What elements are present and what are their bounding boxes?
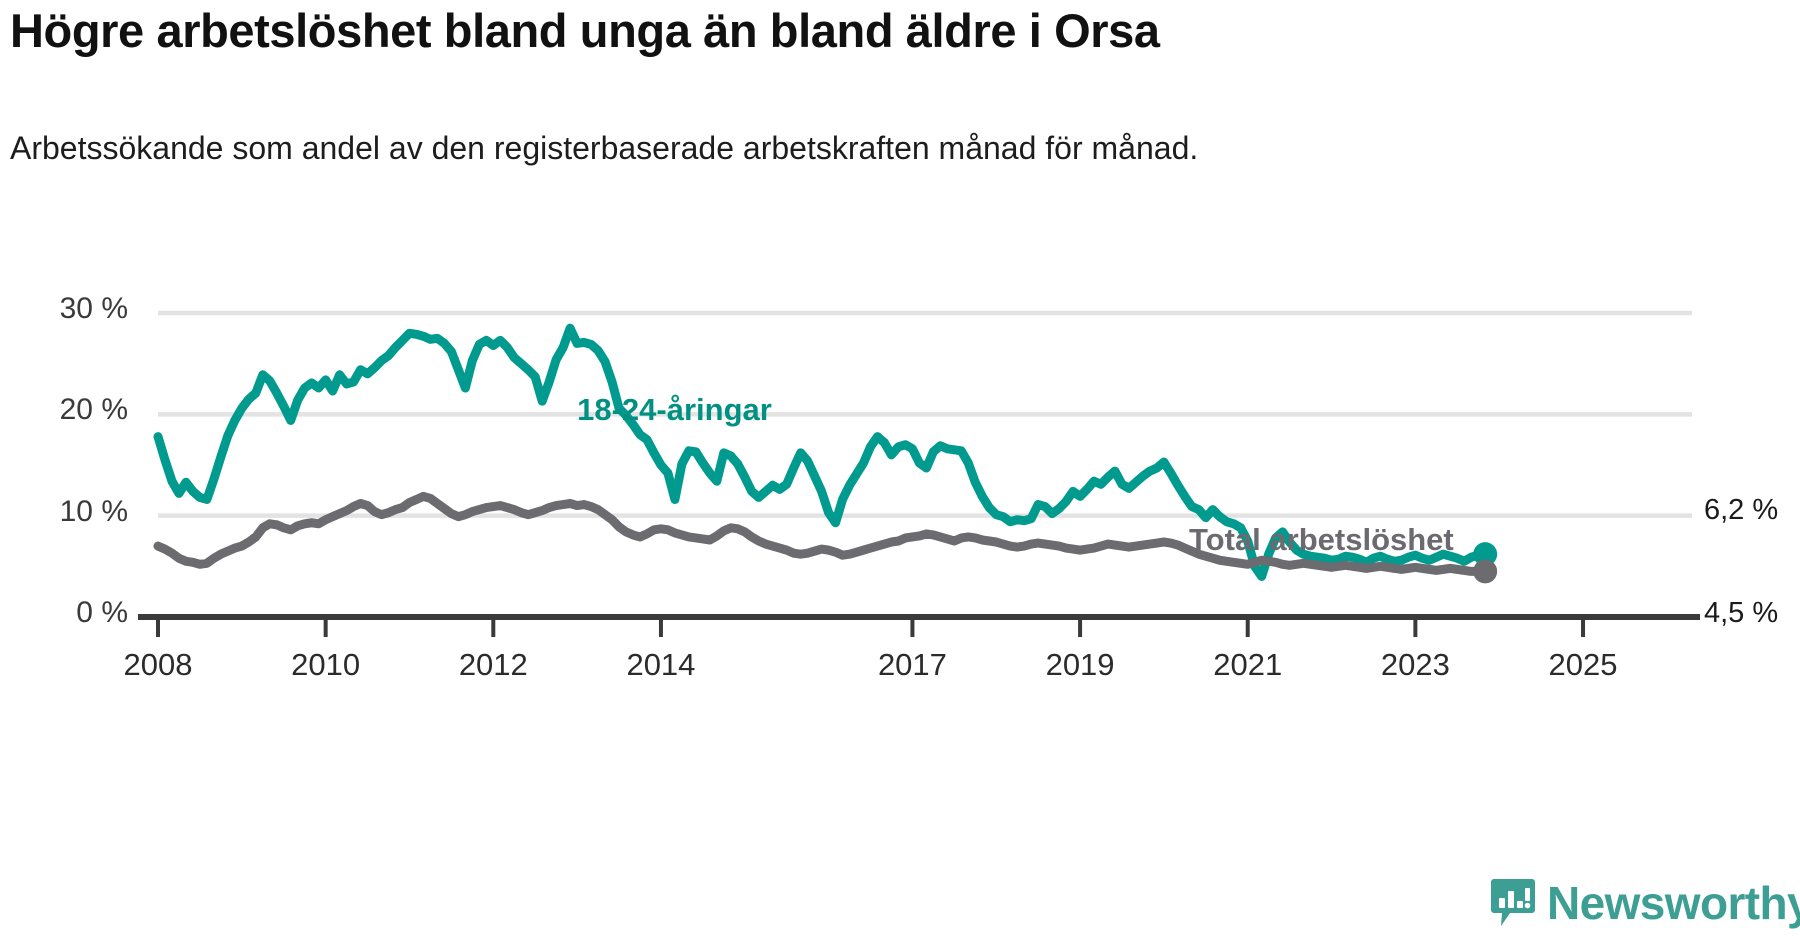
page-title: Högre arbetslöshet bland unga än bland ä… bbox=[10, 4, 1160, 57]
series-annotation-youth: 18-24-åringar bbox=[577, 392, 772, 428]
series-end-dot-youth bbox=[1473, 542, 1498, 567]
end-value-label-total: 4,5 % bbox=[1704, 597, 1779, 630]
x-axis-tick-label: 2012 bbox=[458, 647, 528, 682]
x-axis-tick-label: 2023 bbox=[1380, 647, 1450, 682]
x-axis-tick-label: 2010 bbox=[291, 647, 361, 682]
series-line-total bbox=[153, 491, 1490, 576]
page-subtitle: Arbetssökande som andel av den registerb… bbox=[10, 130, 1199, 166]
x-axis-tick-label: 2019 bbox=[1045, 647, 1115, 682]
x-axis-tick-label: 2017 bbox=[877, 647, 947, 682]
series-annotation-total: Total arbetslöshet bbox=[1189, 522, 1454, 558]
brand-name: Newsworthy bbox=[1547, 877, 1800, 929]
y-axis-tick-label: 20 % bbox=[59, 393, 128, 427]
x-axis-tick-label: 2008 bbox=[123, 647, 193, 682]
series-end-dot-total bbox=[1473, 559, 1498, 584]
y-axis-tick-label: 30 % bbox=[59, 292, 128, 325]
y-axis-tick-label: 0 % bbox=[76, 596, 128, 629]
series-line-youth bbox=[153, 323, 1490, 581]
x-axis-tick-label: 2021 bbox=[1213, 647, 1283, 682]
y-axis-tick-label: 10 % bbox=[59, 494, 128, 528]
end-value-label-youth: 6,2 % bbox=[1704, 494, 1779, 527]
x-axis-tick-label: 2025 bbox=[1548, 647, 1618, 682]
bar-chart-speech-bubble-icon bbox=[1491, 879, 1535, 926]
x-axis-tick-label: 2014 bbox=[626, 647, 696, 682]
newsworthy-logo: Newsworthy bbox=[1490, 878, 1800, 928]
